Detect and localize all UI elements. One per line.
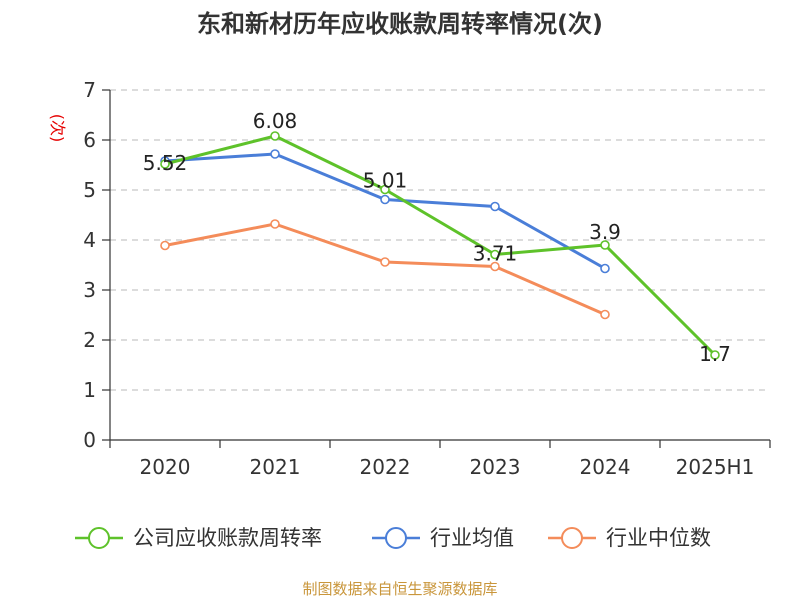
y-tick-label: 0 — [83, 428, 96, 452]
data-point — [270, 219, 280, 229]
x-tick-label: 2021 — [250, 455, 301, 479]
series-lines — [160, 131, 720, 360]
data-labels: 5.52 6.08 5.01 3.71 3.9 1.7 — [143, 109, 731, 366]
data-point — [490, 261, 500, 272]
y-tick-label: 7 — [83, 78, 96, 102]
legend-label: 公司应收账款周转率 — [133, 526, 322, 550]
x-tick-label: 2024 — [580, 455, 631, 479]
data-label: 1.7 — [699, 342, 731, 366]
x-tick-label: 2020 — [140, 455, 191, 479]
data-point — [380, 184, 390, 195]
legend-label: 行业中位数 — [606, 526, 711, 550]
x-tick-label: 2022 — [360, 455, 411, 479]
y-tick-label: 3 — [83, 278, 96, 302]
data-label: 5.01 — [363, 169, 408, 193]
legend-swatch-marker — [561, 527, 583, 549]
data-point — [380, 194, 390, 205]
data-label: 3.71 — [473, 242, 518, 266]
legend-swatch-marker — [385, 527, 407, 549]
y-tick-label: 2 — [83, 328, 96, 352]
data-point — [380, 257, 390, 267]
series-line — [164, 134, 717, 357]
series-line — [164, 222, 606, 316]
data-point — [710, 350, 720, 360]
data-point — [270, 149, 280, 159]
chart-title: 东和新材历年应收账款周转率情况(次) — [197, 10, 603, 38]
data-label: 5.52 — [143, 151, 188, 175]
legend: 公司应收账款周转率 行业均值 行业中位数 — [75, 526, 711, 550]
data-point — [490, 201, 500, 212]
x-tick-label: 2025H1 — [676, 455, 755, 479]
data-label: 3.9 — [589, 220, 621, 244]
data-label: 6.08 — [253, 109, 298, 133]
legend-label: 行业均值 — [430, 526, 514, 550]
axes — [102, 89, 771, 448]
data-point — [490, 249, 500, 260]
y-tick-label: 4 — [83, 228, 96, 252]
data-point — [600, 240, 610, 250]
legend-swatch-marker — [88, 527, 110, 549]
data-point — [160, 240, 170, 251]
grid-lines — [110, 89, 770, 391]
y-tick-label: 5 — [83, 178, 96, 202]
source-note: 制图数据来自恒生聚源数据库 — [302, 580, 497, 598]
data-point — [600, 263, 610, 274]
y-axis-label: (次) — [48, 114, 67, 143]
y-tick-label: 6 — [83, 128, 96, 152]
y-tick-labels: 0 1 2 3 4 5 6 7 — [83, 78, 96, 452]
data-point — [160, 159, 170, 169]
data-point — [600, 309, 610, 320]
data-point — [270, 131, 280, 141]
x-tick-label: 2023 — [470, 455, 521, 479]
x-tick-labels: 2020 2021 2022 2023 2024 2025H1 — [140, 455, 755, 479]
y-tick-label: 1 — [83, 378, 96, 402]
